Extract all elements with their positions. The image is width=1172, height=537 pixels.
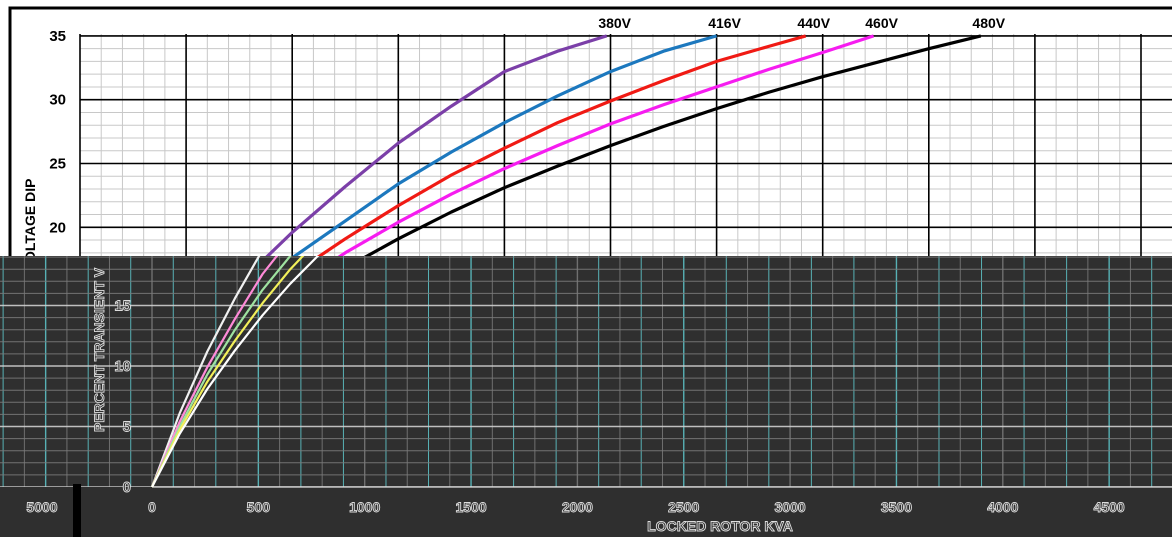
top-frame-border — [8, 6, 1172, 256]
y-tick-label: 25 — [49, 156, 66, 173]
series-label-480v: 480V — [972, 15, 1005, 31]
x-tick-label: 3000 — [775, 499, 806, 515]
y-tick-label: 0 — [123, 479, 131, 496]
bottom-y-ticks: 0 5 10 15 — [114, 297, 132, 496]
x-tick-label: 2500 — [668, 499, 699, 515]
series-label-440v: 440V — [797, 15, 830, 31]
x-tick-label: 4000 — [987, 499, 1018, 515]
series-line-480v — [363, 34, 982, 256]
x-tick-label: 0 — [148, 499, 156, 515]
x-tick-label: 1000 — [349, 499, 380, 515]
x-tick-label: 2000 — [562, 499, 593, 515]
x-tick-label: 4500 — [1094, 499, 1125, 515]
y-tick-label: 20 — [49, 219, 66, 236]
y-tick-label: 30 — [49, 92, 66, 109]
bottom-series-line-380v — [150, 256, 261, 488]
top-series-group — [265, 34, 982, 256]
bottom-series-line-460v — [151, 256, 305, 488]
x-axis-title: LOCKED ROTOR KVA — [647, 518, 793, 534]
series-label-460v: 460V — [865, 15, 898, 31]
series-line-440v — [316, 34, 807, 256]
series-line-460v — [337, 34, 875, 256]
extra-x-tick-label: 5000 — [26, 499, 57, 515]
y-axis-title-bottom: PERCENT TRANSIENT V — [91, 267, 107, 432]
y-axis-title-top: OLTAGE DIP — [22, 179, 38, 262]
y-tick-label: 35 — [49, 28, 66, 45]
bottom-grid — [0, 256, 1172, 537]
y-tick-label: 15 — [114, 298, 131, 315]
top-y-ticks: 20 25 30 35 — [49, 28, 66, 236]
bottom-series-group — [150, 256, 320, 488]
x-tick-label: 3500 — [881, 499, 912, 515]
x-tick-label: 1500 — [455, 499, 486, 515]
series-label-380v: 380V — [598, 15, 631, 31]
series-line-380v — [265, 34, 608, 256]
series-labels: 380V 416V 440V 460V 480V — [598, 15, 1005, 31]
y-tick-label: 5 — [123, 419, 131, 436]
y-tick-label: 10 — [114, 358, 131, 375]
bottom-x-ticks: 0 500 1000 1500 2000 2500 3000 3500 4000 4500 — [148, 499, 1126, 516]
series-label-416v: 416V — [708, 15, 741, 31]
series-line-416v — [292, 34, 718, 256]
bottom-series-line-480v — [151, 256, 320, 488]
bottom-series-line-416v — [150, 256, 279, 488]
top-major-grid — [79, 34, 1172, 256]
bottom-series-line-440v — [150, 256, 292, 488]
dark-band-divider — [73, 484, 81, 537]
x-tick-label: 500 — [247, 499, 271, 515]
bottom-axis-strip — [0, 487, 1172, 537]
top-minor-grid — [80, 34, 1172, 256]
